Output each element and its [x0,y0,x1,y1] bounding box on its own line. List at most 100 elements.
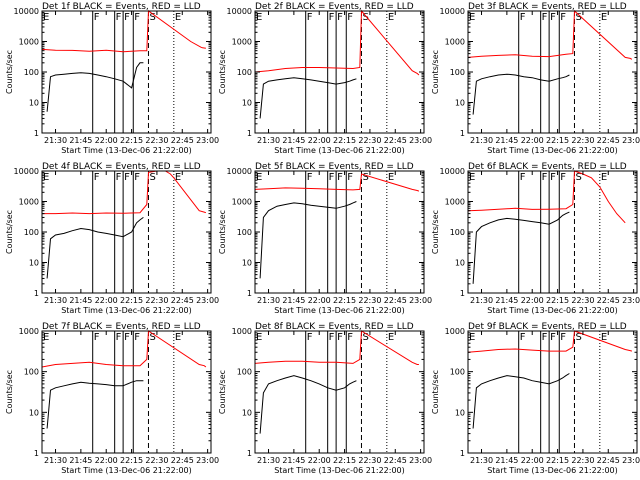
marker-label-f: F [520,12,526,23]
marker-label-f: F [307,332,313,343]
x-tick-label: 22:00 [308,296,331,305]
marker-label-f: F [94,12,100,23]
panel-title: Det 3f BLACK = Events, RED = LLD [468,2,627,12]
x-tick-label: 22:30 [571,456,594,465]
marker-label-f: F [116,172,122,183]
y-tick-label: 10 [29,99,39,108]
x-tick-label: 22:00 [521,456,544,465]
marker-label-f: F [542,12,548,23]
y-tick-label: 1000 [445,198,465,207]
x-tick-label: 21:30 [257,296,280,305]
series-lld-line [254,330,419,365]
y-tick-label: 1000 [19,198,39,207]
x-tick-label: 23:00 [196,296,219,305]
x-tick-label: 22:45 [597,136,620,145]
y-tick-label: 1000 [232,38,252,47]
y-tick-label: 1 [34,289,39,298]
y-tick-label: 1 [247,289,252,298]
x-tick-label: 22:00 [95,136,118,145]
x-tick-label: 23:00 [196,456,219,465]
y-tick-label: 1 [460,449,465,458]
x-tick-label: 22:00 [95,456,118,465]
y-tick-label: 100 [237,228,252,237]
x-tick-label: 22:45 [384,296,407,305]
panel-title: Det 9f BLACK = Events, RED = LLD [468,322,627,332]
y-tick-label: 100 [237,68,252,77]
x-tick-label: 22:15 [120,456,143,465]
marker-label-e: E [601,12,607,23]
marker-label-e: E [388,12,394,23]
marker-label-e: E [256,12,262,23]
y-tick-label: 10 [242,408,252,417]
x-tick-label: 22:30 [358,296,381,305]
x-tick-label: 21:45 [282,296,305,305]
panel-title: Det 7f BLACK = Events, RED = LLD [42,322,201,332]
x-tick-label: 22:30 [358,136,381,145]
series-lld-line [254,173,420,192]
marker-label-s: S [362,172,368,183]
x-tick-label: 22:45 [171,456,194,465]
x-tick-label: 22:00 [308,136,331,145]
x-tick-label: 21:45 [282,456,305,465]
y-tick-label: 10000 [227,167,252,176]
y-tick-label: 10 [29,259,39,268]
panel-title: Det 4f BLACK = Events, RED = LLD [42,162,201,172]
marker-label-f: F [134,12,140,23]
y-tick-label: 100 [237,368,252,377]
x-tick-label: 21:45 [282,136,305,145]
y-tick-label: 10000 [227,7,252,16]
y-tick-label: 100 [24,228,39,237]
x-tick-label: 22:15 [546,456,569,465]
marker-label-f: F [307,172,313,183]
plot-frame [467,170,638,294]
x-axis-label: Start Time (13-Dec-06 21:22:00) [61,466,192,475]
x-tick-label: 21:45 [69,296,92,305]
y-tick-label: 1000 [445,327,465,336]
marker-label-f: F [116,332,122,343]
x-axis-label: Start Time (13-Dec-06 21:22:00) [274,466,405,475]
marker-label-e: E [469,332,475,343]
marker-label-e: E [256,172,262,183]
x-tick-label: 22:30 [358,456,381,465]
panel-title: Det 8f BLACK = Events, RED = LLD [255,322,414,332]
marker-label-e: E [43,332,49,343]
x-axis-label: Start Time (13-Dec-06 21:22:00) [487,306,618,315]
marker-label-f: F [124,12,130,23]
marker-label-e: E [469,12,475,23]
x-tick-label: 21:30 [257,456,280,465]
y-tick-label: 10 [455,408,465,417]
marker-label-f: F [550,172,556,183]
marker-label-e: E [601,332,607,343]
y-tick-label: 10 [455,99,465,108]
y-tick-label: 10 [455,259,465,268]
x-tick-label: 22:30 [571,136,594,145]
panel-title: Det 6f BLACK = Events, RED = LLD [468,162,627,172]
x-tick-label: 21:45 [69,136,92,145]
x-tick-label: 22:15 [333,296,356,305]
y-tick-label: 1 [247,449,252,458]
x-tick-label: 22:30 [145,296,168,305]
x-tick-label: 21:30 [44,456,67,465]
marker-label-f: F [134,172,140,183]
x-tick-label: 22:00 [308,456,331,465]
x-tick-label: 22:45 [384,456,407,465]
x-axis-label: Start Time (13-Dec-06 21:22:00) [61,306,192,315]
y-axis-label: Counts/sec [431,50,440,94]
marker-label-e: E [175,12,181,23]
marker-label-f: F [520,172,526,183]
marker-label-e: E [175,332,181,343]
y-axis-label: Counts/sec [218,210,227,254]
plot-frame [41,330,212,454]
marker-label-e: E [469,172,475,183]
marker-label-f: F [116,12,122,23]
marker-label-f: F [307,12,313,23]
plot-frame [467,10,638,134]
plot-frame [41,10,212,134]
series-events-line [472,373,570,429]
y-tick-label: 100 [450,228,465,237]
y-tick-label: 10000 [14,7,39,16]
marker-label-f: F [560,12,566,23]
y-tick-label: 1000 [232,198,252,207]
